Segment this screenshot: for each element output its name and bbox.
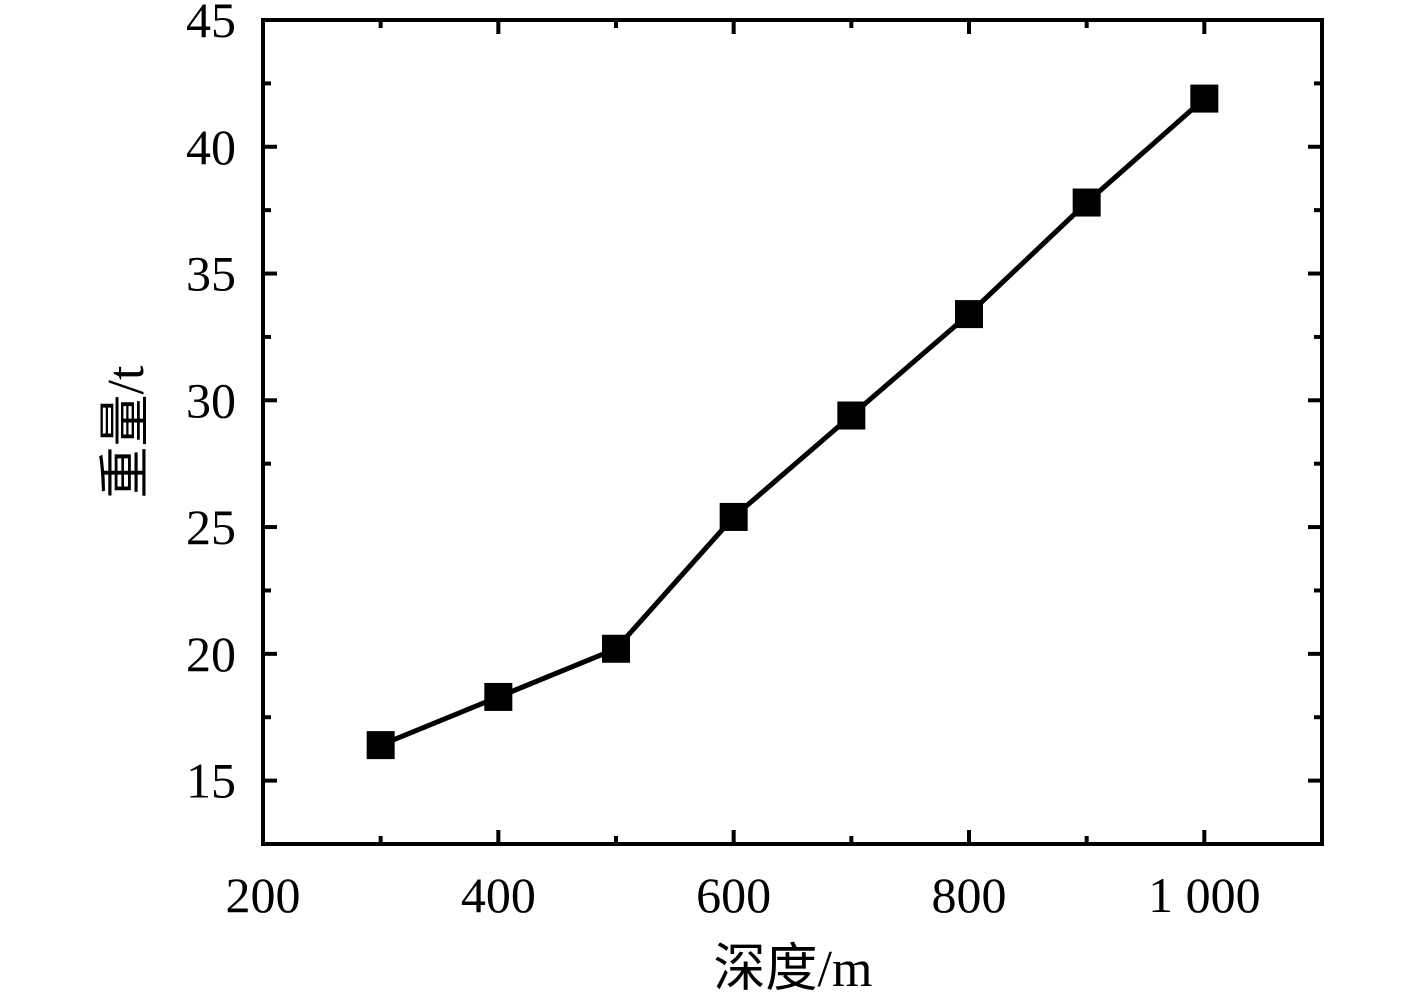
y-tick-label: 40 bbox=[186, 119, 236, 175]
y-tick-label: 20 bbox=[186, 626, 236, 682]
data-point-marker bbox=[1072, 188, 1101, 217]
y-tick-labels: 15 20 25 30 35 40 45 bbox=[186, 0, 236, 809]
x-tick-label: 800 bbox=[932, 867, 1007, 923]
series-line-group bbox=[379, 96, 1206, 748]
data-point-marker bbox=[955, 300, 983, 329]
series-markers bbox=[366, 84, 1219, 760]
axis-ticks bbox=[263, 20, 1322, 844]
data-point-marker bbox=[602, 634, 630, 663]
data-point-marker bbox=[366, 731, 395, 760]
y-tick-label: 30 bbox=[186, 372, 236, 428]
data-point-marker bbox=[719, 502, 748, 531]
series-line bbox=[379, 96, 1206, 748]
plot-frame bbox=[261, 18, 1324, 846]
y-tick-label: 25 bbox=[186, 499, 236, 555]
x-tick-label: 1 000 bbox=[1148, 867, 1261, 923]
x-tick-label: 400 bbox=[461, 867, 536, 923]
x-tick-labels: 200 400 600 800 1 000 bbox=[226, 867, 1261, 923]
x-axis-title: 深度/m bbox=[714, 941, 873, 994]
y-tick-label: 35 bbox=[186, 246, 236, 302]
y-axis-title: 重量/t bbox=[98, 365, 155, 498]
y-tick-label: 45 bbox=[186, 0, 236, 48]
data-point-marker bbox=[837, 401, 866, 430]
y-tick-label: 15 bbox=[186, 753, 236, 809]
data-point-marker bbox=[1190, 84, 1219, 113]
x-tick-label: 200 bbox=[226, 867, 301, 923]
x-tick-label: 600 bbox=[696, 867, 771, 923]
data-point-marker bbox=[484, 682, 513, 711]
